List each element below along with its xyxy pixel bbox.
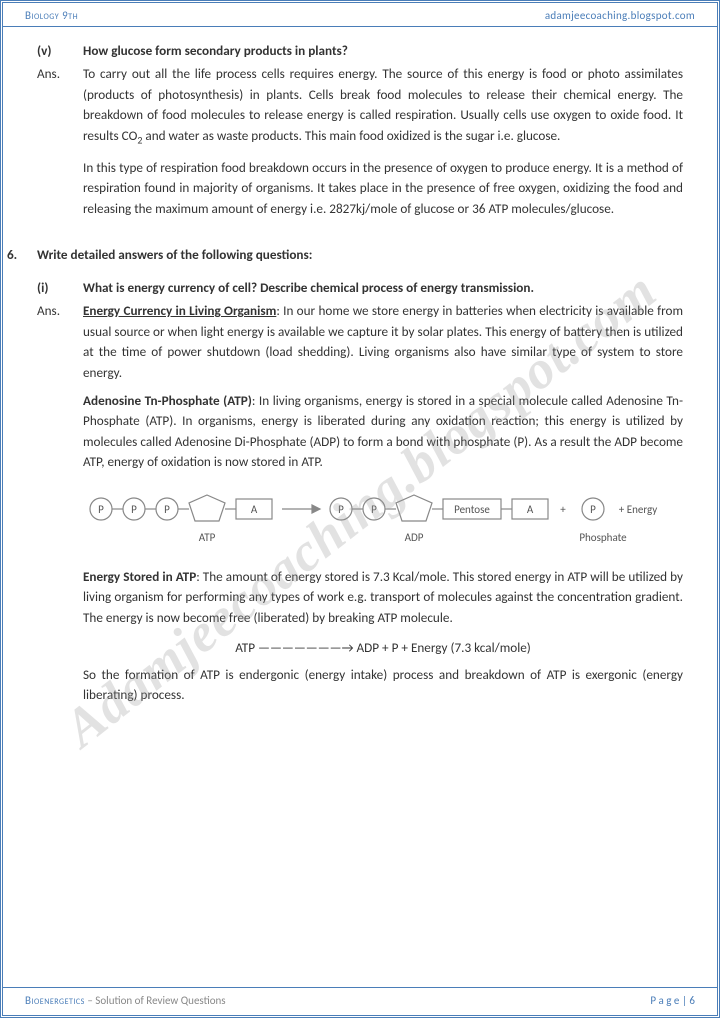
q6i-question: What is energy currency of cell? Describ…: [83, 278, 683, 298]
q5v-answer: To carry out all the life process cells …: [83, 64, 683, 229]
q5v-question: How glucose form secondary products in p…: [83, 41, 683, 61]
q5v-ans-label: Ans.: [37, 64, 83, 229]
svg-text:P: P: [131, 503, 137, 516]
q5v-p2: In this type of respiration food breakdo…: [83, 158, 683, 219]
atp-diagram: PPP A ATP PP Pentose A ADP + P + Energy …: [83, 485, 683, 555]
q6i-h1: Energy Currency in Living Organism: [83, 302, 276, 319]
svg-text:P: P: [98, 503, 104, 516]
q5v-label: (v): [37, 41, 83, 61]
q6i-label: (i): [37, 278, 83, 298]
page: Adamjeecoaching.blogspot.com Biology 9th…: [0, 0, 720, 1018]
footer-left: Bioenergetics – Solution of Review Quest…: [25, 994, 226, 1007]
q6-heading-row: 6. Write detailed answers of the followi…: [7, 245, 683, 265]
q5v-p1b: and water as waste products. This main f…: [142, 127, 560, 144]
content: (v) How glucose form secondary products …: [3, 27, 717, 706]
svg-text:+: +: [560, 503, 566, 516]
footer-page: P a g e | 6: [650, 994, 695, 1007]
atp-equation: ATP ———————→ ADP + P + Energy (7.3 kcal/…: [83, 638, 683, 658]
svg-text:Phosphate: Phosphate: [579, 531, 627, 544]
q6i-ans-label: Ans.: [37, 301, 83, 383]
svg-text:A: A: [251, 503, 258, 516]
svg-text:P: P: [371, 503, 377, 516]
header-subject: Biology 9th: [25, 9, 78, 22]
q6i-p1-block: Energy Currency in Living Organism: In o…: [83, 301, 683, 383]
q6i-answer-row1: Ans. Energy Currency in Living Organism:…: [37, 301, 683, 383]
footer-sub: – Solution of Review Questions: [85, 994, 226, 1007]
svg-text:+ Energy: + Energy: [619, 503, 657, 516]
q6i-question-row: (i) What is energy currency of cell? Des…: [37, 278, 683, 298]
svg-text:ATP: ATP: [199, 531, 216, 544]
header: Biology 9th adamjeecoaching.blogspot.com: [3, 3, 717, 27]
q6i-h2: Adenosine Tn-Phosphate (ATP): [83, 392, 252, 409]
svg-text:P: P: [590, 503, 596, 516]
q5v-answer-row: Ans. To carry out all the life process c…: [37, 64, 683, 229]
q6i-p2-block: Adenosine Tn-Phosphate (ATP): In living …: [83, 391, 683, 473]
q6i-p3-block: Energy Stored in ATP: The amount of ener…: [83, 567, 683, 628]
q6-title: Write detailed answers of the following …: [37, 245, 683, 265]
header-url: adamjeecoaching.blogspot.com: [545, 9, 695, 22]
q6i-p4: So the formation of ATP is endergonic (e…: [83, 665, 683, 706]
atp-svg: PPP A ATP PP Pentose A ADP + P + Energy …: [83, 485, 683, 555]
footer: Bioenergetics – Solution of Review Quest…: [3, 987, 717, 1015]
svg-text:P: P: [164, 503, 170, 516]
svg-text:Pentose: Pentose: [454, 503, 490, 516]
footer-topic: Bioenergetics: [25, 994, 85, 1007]
svg-text:P: P: [338, 503, 344, 516]
q6i-h3: Energy Stored in ATP: [83, 568, 196, 585]
q6-num: 6.: [7, 245, 37, 265]
svg-text:A: A: [527, 503, 534, 516]
svg-text:ADP: ADP: [405, 531, 424, 544]
q5v-p1: To carry out all the life process cells …: [83, 64, 683, 148]
q5v-question-row: (v) How glucose form secondary products …: [37, 41, 683, 61]
